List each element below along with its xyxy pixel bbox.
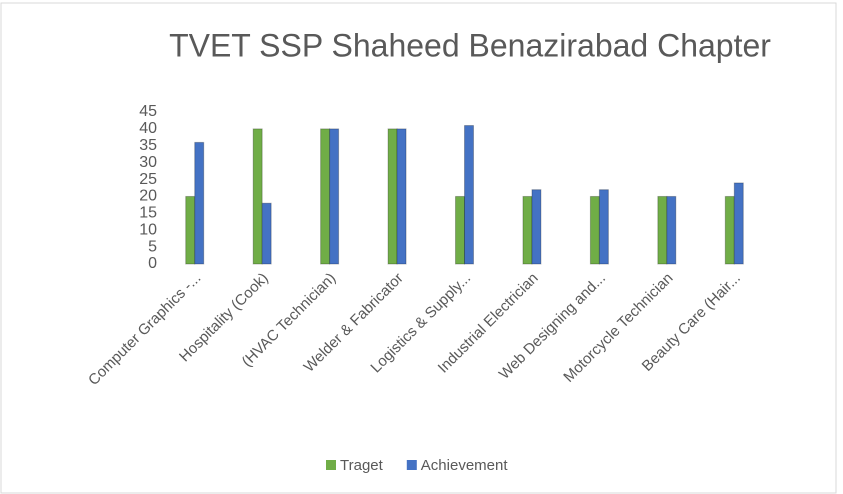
bar [194,141,205,265]
y-tick-label: 10 [139,221,157,238]
y-tick-label: 0 [148,255,157,272]
bar [261,202,272,265]
legend-swatch [406,460,417,470]
bar [598,189,609,265]
bar [329,128,340,265]
y-tick-label: 40 [139,120,157,137]
y-tick-label: 25 [139,171,157,188]
bar [455,195,465,265]
bar [252,128,263,265]
y-tick-label: 30 [139,154,157,171]
bar [666,195,677,265]
bar [724,195,735,265]
bar [733,182,744,265]
bar [589,195,600,265]
chart-title: TVET SSP Shaheed Benazirabad Chapter [169,27,771,63]
y-tick-label: 15 [139,205,157,222]
bar [185,195,196,265]
legend-label: Traget [340,457,384,474]
bar [657,195,668,265]
y-tick-label: 45 [139,103,157,120]
legend-label: Achievement [421,457,509,474]
bar [387,128,398,265]
y-tick-label: 35 [139,137,157,154]
bar [522,195,533,265]
bar [396,128,407,265]
bar [531,189,542,265]
legend-swatch [326,460,336,470]
y-tick-label: 20 [139,188,157,205]
y-tick-label: 5 [148,238,157,255]
bar [464,125,474,265]
bar [320,128,331,265]
